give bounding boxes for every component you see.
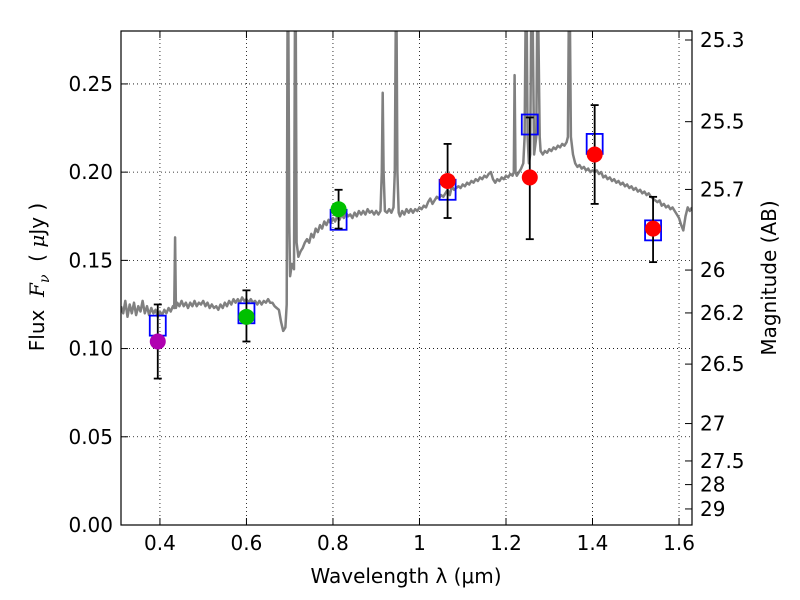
grid-layer <box>121 31 692 525</box>
magnitude-tick-label: 27 <box>700 412 725 436</box>
y-axis-label-prefix: Flux <box>25 297 49 351</box>
observed-photometry-layer <box>149 104 662 380</box>
magnitude-tick-label: 25.5 <box>700 110 745 134</box>
x-tick-label: 1.2 <box>490 531 522 555</box>
magnitude-tick-label: 26.2 <box>700 301 745 325</box>
y-axis-label-open: ( <box>25 248 49 275</box>
right-axis-label: Magnitude (AB) <box>757 200 781 355</box>
y-axis-label-symbol: F <box>25 282 49 298</box>
x-tick-label: 0.6 <box>231 531 263 555</box>
observed-photometry-point <box>586 146 603 163</box>
y-axis-label-subscript: ν <box>37 274 53 283</box>
x-tick-label: 0.4 <box>144 531 176 555</box>
y-tick-label: 0.20 <box>68 160 113 184</box>
magnitude-tick-label: 28 <box>700 473 725 497</box>
axes-layer <box>120 30 693 526</box>
observed-photometry-point <box>521 169 538 186</box>
observed-photometry-point <box>149 333 166 350</box>
spectrum-layer <box>121 31 692 333</box>
y-tick-label: 0.25 <box>68 72 113 96</box>
model-spectrum-line <box>121 31 692 333</box>
magnitude-tick-label: 29 <box>700 497 725 521</box>
observed-photometry-point <box>238 308 255 325</box>
y-axis-label-mu: μ <box>25 235 49 248</box>
y-axis-label: Flux Fν ( μJy ) <box>25 203 53 351</box>
magnitude-tick-label: 26 <box>700 258 725 282</box>
y-tick-label: 0.00 <box>68 513 113 537</box>
magnitude-tick-label: 25.7 <box>700 177 745 201</box>
x-axis-label: Wavelength λ (μm) <box>310 564 501 588</box>
y-tick-label: 0.15 <box>68 248 113 272</box>
model-photometry-layer <box>148 113 662 337</box>
x-tick-label: 0.8 <box>317 531 349 555</box>
observed-photometry-point <box>330 201 347 218</box>
x-tick-label: 1.4 <box>577 531 609 555</box>
magnitude-tick-label: 26.5 <box>700 352 745 376</box>
plot-frame <box>120 30 693 526</box>
y-tick-label: 0.10 <box>68 337 113 361</box>
observed-photometry-point <box>439 172 456 189</box>
observed-photometry-point <box>645 220 662 237</box>
magnitude-tick-label: 25.3 <box>700 28 745 52</box>
x-tick-label: 1.6 <box>663 531 695 555</box>
y-axis-label-unit: Jy ) <box>25 203 49 237</box>
x-tick-label: 1 <box>413 531 426 555</box>
ticks-layer: 0.4 0.6 0.8 1 1.2 1.4 1.6 0.00 0.05 0.10 0.15 0.20 0… <box>68 28 744 555</box>
magnitude-tick-label: 27.5 <box>700 449 745 473</box>
y-tick-label: 0.05 <box>68 425 113 449</box>
